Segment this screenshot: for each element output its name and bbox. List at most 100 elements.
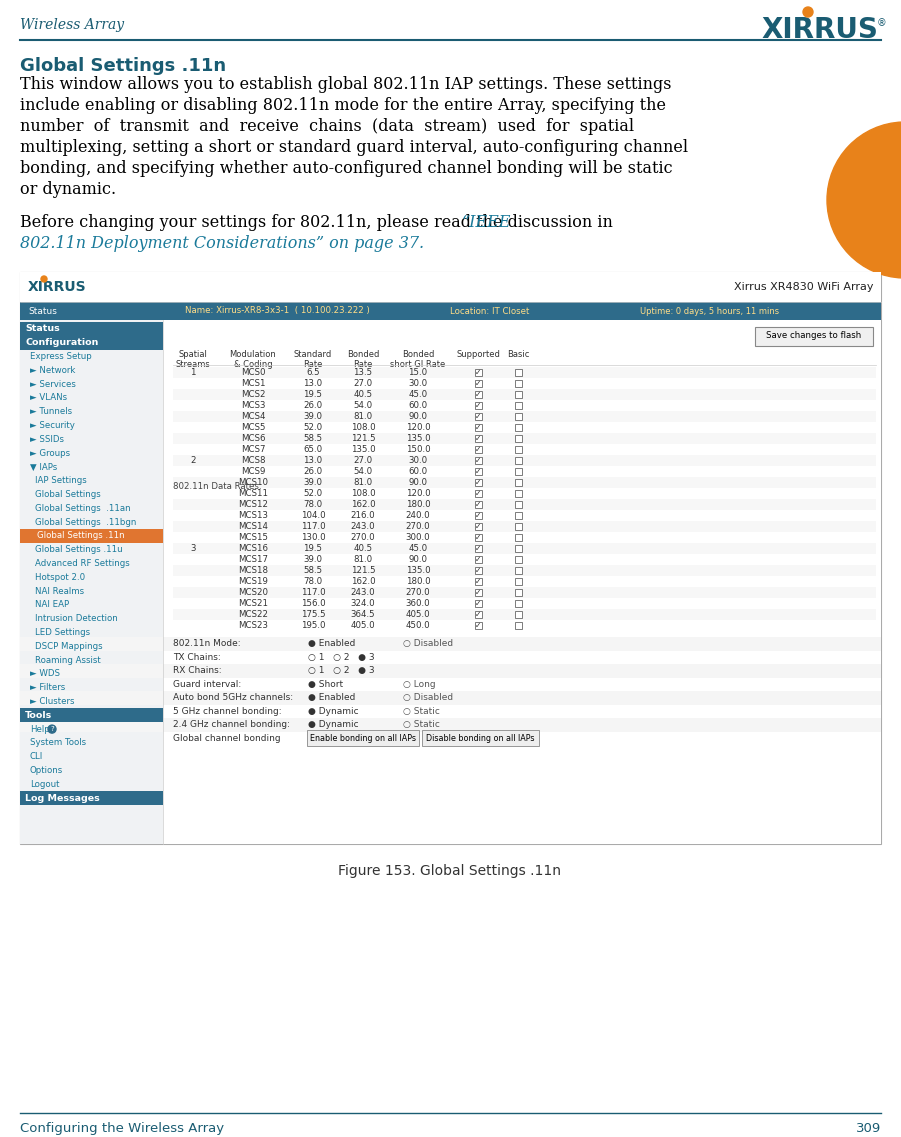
Text: 65.0: 65.0 bbox=[304, 445, 323, 454]
Text: 3: 3 bbox=[190, 543, 196, 553]
Text: 108.0: 108.0 bbox=[350, 423, 376, 432]
Text: This window allows you to establish global 802.11n IAP settings. These settings: This window allows you to establish glob… bbox=[20, 76, 671, 93]
Text: 52.0: 52.0 bbox=[304, 423, 323, 432]
Text: 162.0: 162.0 bbox=[350, 576, 376, 586]
Text: Location: IT Closet: Location: IT Closet bbox=[450, 307, 530, 315]
Text: Supported: Supported bbox=[456, 350, 500, 359]
Text: 60.0: 60.0 bbox=[408, 401, 428, 410]
Text: Tools: Tools bbox=[25, 711, 52, 720]
Text: 180.0: 180.0 bbox=[405, 576, 431, 586]
Text: Standard
Rate: Standard Rate bbox=[294, 350, 332, 370]
Text: 117.0: 117.0 bbox=[301, 522, 325, 531]
Text: 270.0: 270.0 bbox=[405, 588, 431, 597]
Text: Bonded
short GI Rate: Bonded short GI Rate bbox=[390, 350, 446, 370]
Text: ✓: ✓ bbox=[475, 533, 481, 542]
Text: Global Settings  .11an: Global Settings .11an bbox=[35, 504, 131, 513]
Text: Basic: Basic bbox=[506, 350, 529, 359]
Text: multiplexing, setting a short or standard guard interval, auto-configuring chann: multiplexing, setting a short or standar… bbox=[20, 139, 688, 156]
Bar bbox=[475, 413, 481, 420]
Bar bbox=[514, 468, 522, 475]
Text: 26.0: 26.0 bbox=[304, 467, 323, 476]
Text: NAI EAP: NAI EAP bbox=[35, 600, 69, 609]
Text: ✓: ✓ bbox=[475, 576, 481, 586]
Text: ✓: ✓ bbox=[475, 543, 481, 553]
Text: ®: ® bbox=[877, 18, 887, 28]
Text: 39.0: 39.0 bbox=[304, 555, 323, 564]
Bar bbox=[475, 457, 481, 464]
Text: Name: Xirrus-XR8-3x3-1  ( 10.100.23.222 ): Name: Xirrus-XR8-3x3-1 ( 10.100.23.222 ) bbox=[185, 307, 369, 315]
Text: Spatial
Streams: Spatial Streams bbox=[176, 350, 210, 370]
Text: ○ 1   ○ 2   ● 3: ○ 1 ○ 2 ● 3 bbox=[308, 666, 375, 675]
Text: 180.0: 180.0 bbox=[405, 500, 431, 509]
Text: 30.0: 30.0 bbox=[408, 379, 428, 388]
Text: ✓: ✓ bbox=[475, 401, 481, 410]
Text: Guard interval:: Guard interval: bbox=[173, 680, 241, 689]
Text: MCS3: MCS3 bbox=[241, 401, 265, 410]
FancyBboxPatch shape bbox=[422, 730, 539, 746]
Text: ✓: ✓ bbox=[475, 489, 481, 498]
Text: ✓: ✓ bbox=[475, 566, 481, 575]
Bar bbox=[475, 567, 481, 574]
Bar bbox=[475, 402, 481, 409]
Text: 104.0: 104.0 bbox=[301, 511, 325, 520]
Text: ✓: ✓ bbox=[475, 379, 481, 388]
Bar bbox=[173, 609, 876, 620]
Text: 1: 1 bbox=[190, 368, 196, 377]
Text: ► Security: ► Security bbox=[30, 421, 75, 430]
Bar bbox=[514, 479, 522, 485]
Text: Intrusion Detection: Intrusion Detection bbox=[35, 614, 118, 623]
Text: NAI Realms: NAI Realms bbox=[35, 587, 84, 596]
Text: ○ Static: ○ Static bbox=[403, 720, 440, 729]
Text: Help: Help bbox=[30, 724, 50, 733]
Text: Global Settings  .11bgn: Global Settings .11bgn bbox=[35, 517, 136, 526]
Text: ○ Static: ○ Static bbox=[403, 707, 440, 716]
Text: MCS10: MCS10 bbox=[238, 478, 268, 487]
Text: 364.5: 364.5 bbox=[350, 609, 376, 619]
Text: Hotspot 2.0: Hotspot 2.0 bbox=[35, 573, 85, 582]
Text: MCS21: MCS21 bbox=[238, 599, 268, 608]
Text: MCS6: MCS6 bbox=[241, 434, 265, 443]
Bar bbox=[475, 479, 481, 485]
Bar bbox=[20, 322, 163, 335]
Text: 162.0: 162.0 bbox=[350, 500, 376, 509]
Text: Global channel bonding: Global channel bonding bbox=[173, 733, 280, 742]
Text: Enable bonding on all IAPs: Enable bonding on all IAPs bbox=[310, 733, 416, 742]
FancyBboxPatch shape bbox=[307, 730, 419, 746]
Text: Status: Status bbox=[28, 307, 57, 315]
Text: 135.0: 135.0 bbox=[350, 445, 376, 454]
Text: 802.11n Mode:: 802.11n Mode: bbox=[173, 639, 241, 648]
Text: MCS7: MCS7 bbox=[241, 445, 265, 454]
Text: ✓: ✓ bbox=[475, 599, 481, 608]
Text: 54.0: 54.0 bbox=[353, 401, 372, 410]
Text: 78.0: 78.0 bbox=[304, 500, 323, 509]
Text: 121.5: 121.5 bbox=[350, 566, 376, 575]
Bar bbox=[20, 791, 163, 805]
Bar bbox=[20, 691, 881, 705]
Bar bbox=[514, 435, 522, 442]
Text: MCS19: MCS19 bbox=[238, 576, 268, 586]
Text: 216.0: 216.0 bbox=[350, 511, 376, 520]
Text: ► WDS: ► WDS bbox=[30, 670, 60, 679]
Text: 309: 309 bbox=[856, 1122, 881, 1135]
Bar bbox=[173, 455, 876, 466]
Text: Configuration: Configuration bbox=[25, 338, 98, 347]
Text: 27.0: 27.0 bbox=[353, 456, 372, 465]
Text: bonding, and specifying whether auto-configured channel bonding will be static: bonding, and specifying whether auto-con… bbox=[20, 160, 673, 177]
Text: XIRRUS: XIRRUS bbox=[28, 280, 86, 294]
Text: ● Dynamic: ● Dynamic bbox=[308, 707, 359, 716]
Text: 360.0: 360.0 bbox=[405, 599, 431, 608]
Text: MCS23: MCS23 bbox=[238, 621, 268, 630]
Text: 324.0: 324.0 bbox=[350, 599, 376, 608]
Text: Figure 153. Global Settings .11n: Figure 153. Global Settings .11n bbox=[339, 864, 561, 878]
Text: 90.0: 90.0 bbox=[408, 412, 427, 421]
Text: ✓: ✓ bbox=[475, 500, 481, 509]
Text: ✓: ✓ bbox=[475, 609, 481, 619]
Text: Log Messages: Log Messages bbox=[25, 794, 100, 803]
Bar bbox=[514, 611, 522, 619]
Text: Logout: Logout bbox=[30, 780, 59, 789]
Text: MCS11: MCS11 bbox=[238, 489, 268, 498]
Bar bbox=[514, 622, 522, 629]
Text: 78.0: 78.0 bbox=[304, 576, 323, 586]
Circle shape bbox=[41, 276, 47, 282]
Text: 40.5: 40.5 bbox=[353, 543, 372, 553]
